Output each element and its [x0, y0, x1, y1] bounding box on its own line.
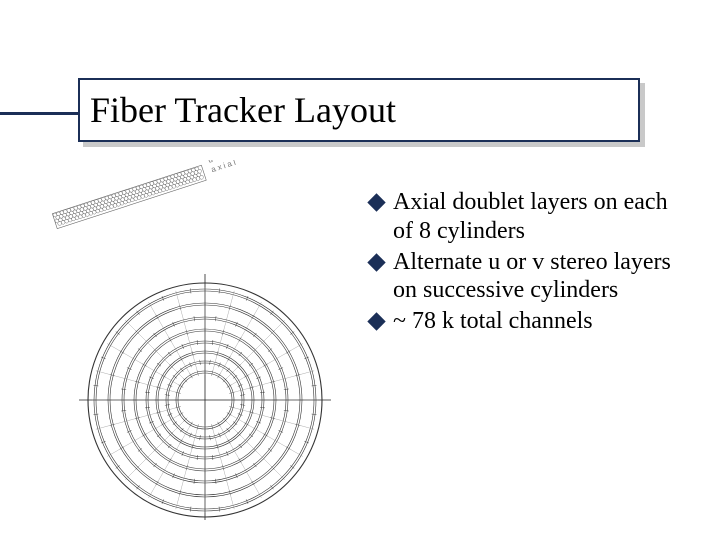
title-box: Fiber Tracker Layout — [78, 78, 640, 142]
tracker-diagram: ua x i a l — [45, 160, 365, 520]
diamond-bullet-icon — [367, 253, 385, 271]
svg-text:a x i a l: a x i a l — [210, 160, 237, 174]
diagram-area: ua x i a l — [45, 160, 365, 520]
bullet-text: ~ 78 k total channels — [393, 307, 593, 336]
diamond-bullet-icon — [367, 312, 385, 330]
bullet-list: Axial doublet layers on each of 8 cylind… — [370, 188, 690, 338]
list-item: Axial doublet layers on each of 8 cylind… — [370, 188, 690, 246]
page-title: Fiber Tracker Layout — [90, 89, 396, 131]
slide: Fiber Tracker Layout Axial doublet layer… — [0, 0, 720, 540]
title-rule — [0, 112, 78, 115]
list-item: ~ 78 k total channels — [370, 307, 690, 336]
diamond-bullet-icon — [367, 193, 385, 211]
bullet-text: Alternate u or v stereo layers on succes… — [393, 248, 690, 306]
bullet-text: Axial doublet layers on each of 8 cylind… — [393, 188, 690, 246]
list-item: Alternate u or v stereo layers on succes… — [370, 248, 690, 306]
